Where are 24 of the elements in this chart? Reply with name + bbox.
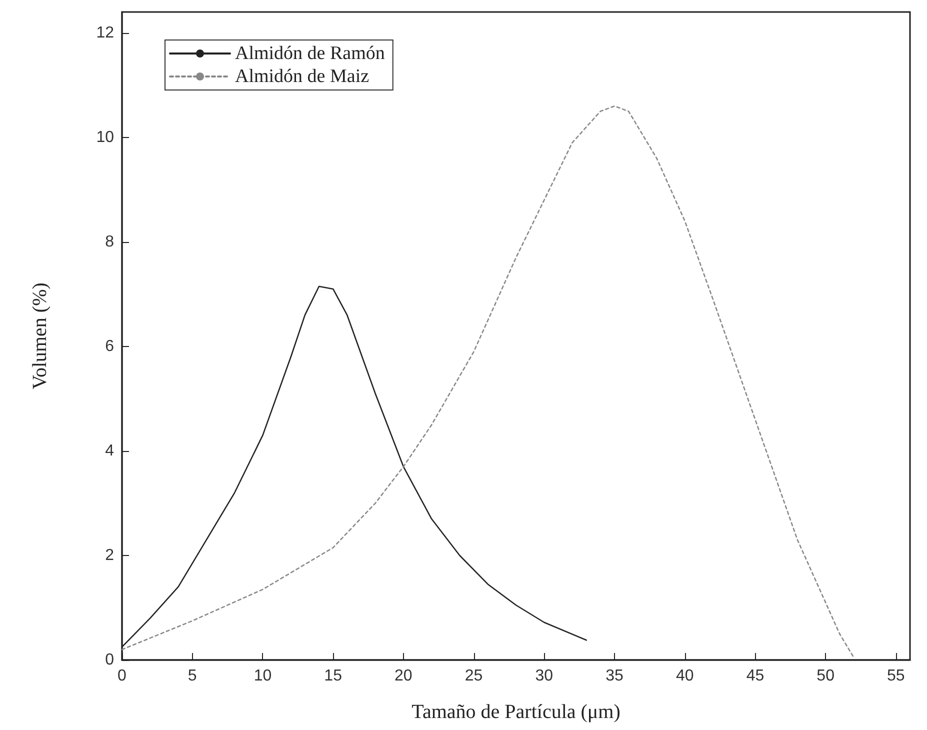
x-tick-label: 45: [746, 668, 764, 684]
x-tick-label: 0: [118, 668, 127, 684]
x-tick-label: 55: [887, 668, 905, 684]
line-series: [121, 105, 854, 658]
legend-label: Almidón de Maiz: [235, 66, 370, 87]
y-tick-label: 2: [105, 546, 114, 564]
x-tick-label: 40: [676, 668, 694, 684]
y-axis-title: Volumen (%): [29, 282, 51, 390]
y-tick-label: 12: [96, 24, 114, 42]
x-tick-label: 5: [188, 668, 197, 684]
x-tick-label: 20: [394, 668, 412, 684]
legend-label: Almidón de Ramón: [235, 43, 386, 64]
x-tick-label: 30: [535, 668, 554, 684]
y-tick-label: 6: [105, 338, 114, 355]
x-tick-label: 50: [816, 668, 835, 684]
x-axis-title: Tamaño de Partícula (μm): [412, 701, 620, 723]
y-tick-label: 4: [105, 442, 114, 460]
x-tick-label: 10: [254, 668, 272, 684]
y-tick-label: 8: [105, 233, 114, 250]
x-tick-label: 15: [324, 668, 342, 684]
y-tick-label: 10: [96, 128, 114, 146]
x-tick-label: 35: [606, 668, 624, 684]
x-tick-label: 25: [464, 668, 483, 684]
y-tick-label: 0: [105, 652, 114, 668]
